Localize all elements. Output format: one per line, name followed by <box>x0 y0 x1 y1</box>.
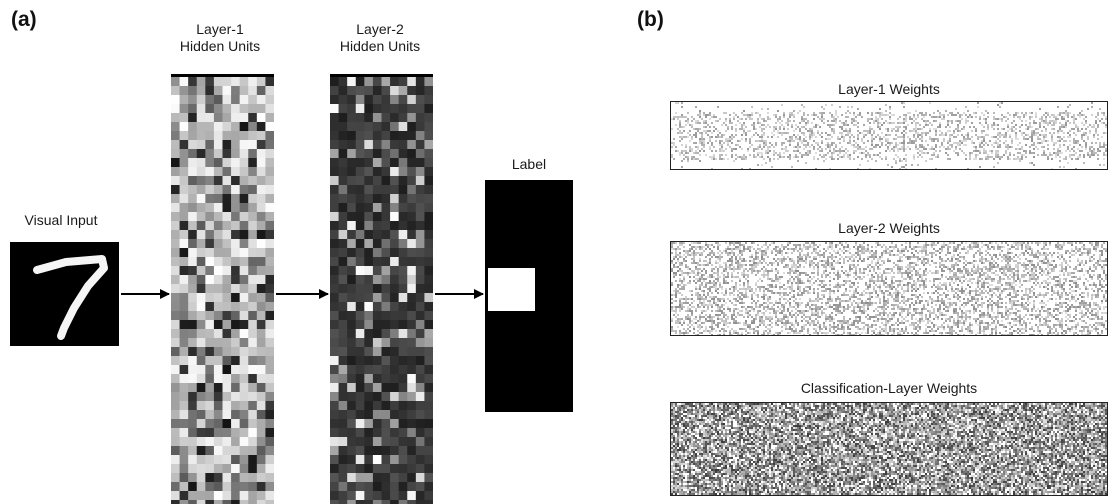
layer1-weights-title: Layer-1 Weights <box>838 81 940 97</box>
classification-weights-texture <box>671 403 1107 495</box>
layer1-weights-map <box>670 101 1108 170</box>
layer1-label: Layer-1 Hidden Units <box>165 21 275 55</box>
classification-weights-title: Classification-Layer Weights <box>800 380 978 396</box>
panel-b-letter: (b) <box>637 8 664 31</box>
layer2-hidden-units <box>330 74 433 504</box>
layer2-weights-map <box>670 241 1108 336</box>
visual-input-image <box>10 242 119 346</box>
layer2-label: Layer-2 Hidden Units <box>325 21 435 55</box>
layer1-activation-map <box>171 77 274 504</box>
layer2-label-line1: Layer-2 <box>356 21 404 37</box>
layer1-label-line2: Hidden Units <box>179 38 261 54</box>
layer1-hidden-units <box>171 74 274 504</box>
classification-weights-map <box>670 402 1108 496</box>
visual-input-label: Visual Input <box>24 212 98 228</box>
label-output <box>485 180 573 412</box>
digit-seven-icon <box>33 255 108 340</box>
layer1-weights-texture <box>671 102 1107 169</box>
panel-a-letter: (a) <box>11 8 37 31</box>
layer2-activation-map <box>330 77 433 504</box>
layer2-weights-title: Layer-2 Weights <box>838 220 940 236</box>
layer1-label-line1: Layer-1 <box>196 21 244 37</box>
layer2-weights-texture <box>671 242 1107 335</box>
label-active-unit <box>488 268 535 311</box>
label-title: Label <box>511 156 547 172</box>
layer2-label-line2: Hidden Units <box>339 38 421 54</box>
